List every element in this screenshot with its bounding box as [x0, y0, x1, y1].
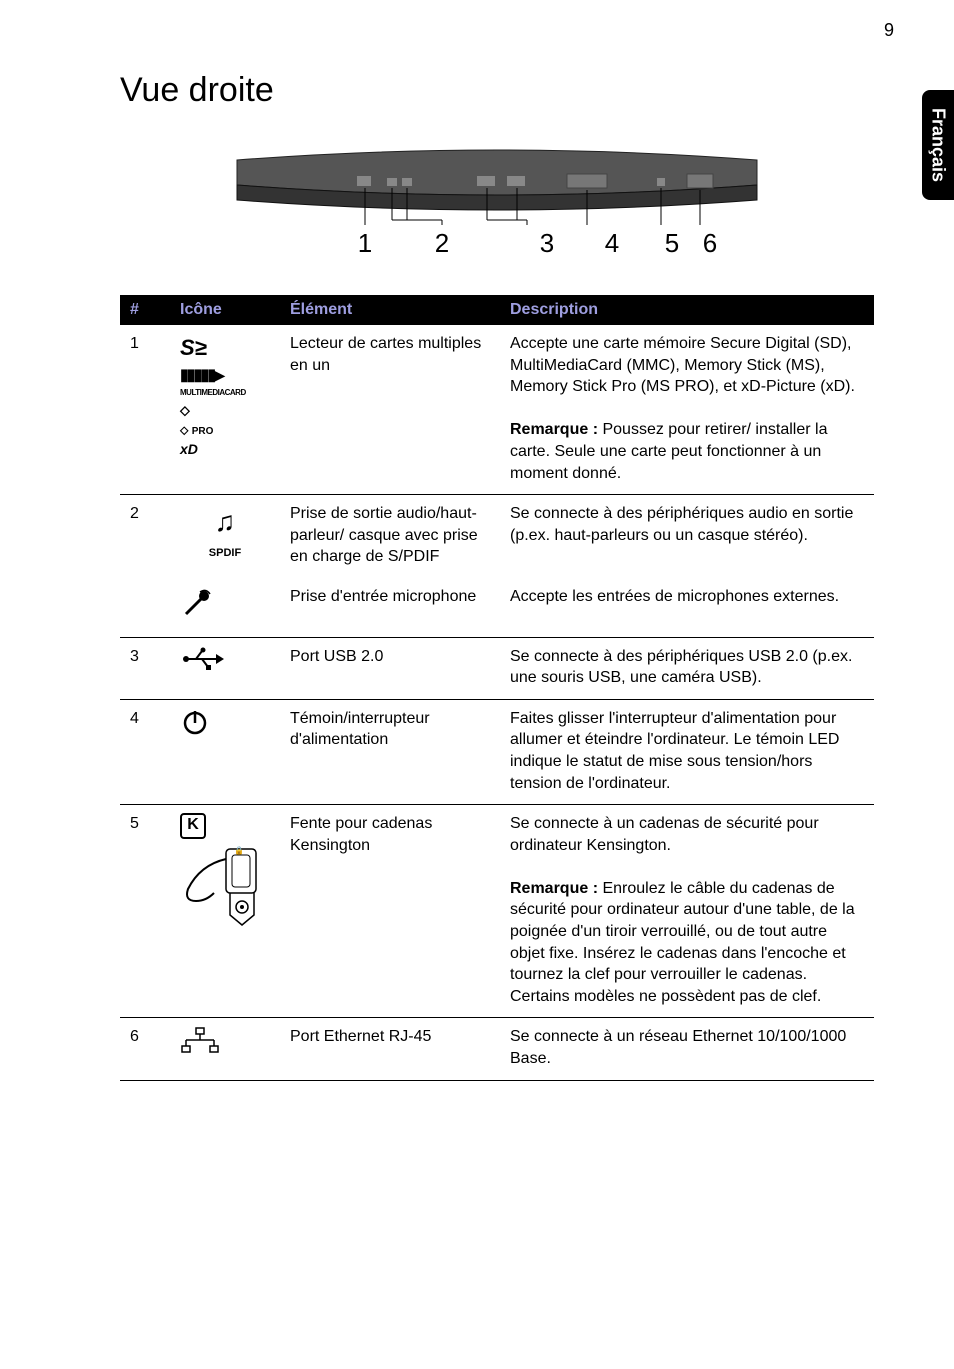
row-element: Port Ethernet RJ-45 — [280, 1018, 500, 1080]
ms-icon: ⬦ — [180, 401, 190, 420]
row-element: Lecteur de cartes multiples en un — [280, 325, 500, 495]
row-description: Accepte une carte mémoire Secure Digital… — [500, 325, 874, 495]
page-title: Vue droite — [120, 71, 874, 110]
row-description: Faites glisser l'interrupteur d'alimenta… — [500, 699, 874, 804]
header-hash: # — [120, 295, 170, 325]
svg-text:5: 5 — [665, 228, 679, 258]
table-row: 1 S≥ ▮▮▮▮▮▶ MULTIMEDIACARD ⬦ ⬦ PRO xD Le… — [120, 325, 874, 495]
row-number: 2 — [120, 495, 170, 578]
row-description: Se connecte à des périphériques USB 2.0 … — [500, 637, 874, 699]
svg-text:2: 2 — [435, 228, 449, 258]
k-lock-box-icon: K — [180, 813, 206, 839]
mmc-text: MULTIMEDIACARD — [180, 388, 246, 399]
spec-table: # Icône Élément Description 1 S≥ ▮▮▮▮▮▶ … — [120, 295, 874, 1081]
row-element: Témoin/interrupteur d'alimentation — [280, 699, 500, 804]
usb-icon — [170, 637, 280, 699]
header-description: Description — [500, 295, 874, 325]
row-element: Prise d'entrée microphone — [280, 578, 500, 637]
headphone-icon: ♫ — [215, 506, 236, 537]
row-description: Se connecte à un cadenas de sécurité pou… — [500, 805, 874, 1018]
svg-text:4: 4 — [605, 228, 619, 258]
svg-text:1: 1 — [358, 228, 372, 258]
xd-icon: xD — [180, 440, 198, 459]
power-icon — [170, 699, 280, 804]
desc-note-label: Remarque : — [510, 421, 598, 438]
row-element: Prise de sortie audio/haut-parleur/ casq… — [280, 495, 500, 578]
headphone-spdif-icon: ♫ SPDIF — [170, 495, 280, 578]
desc-note-label: Remarque : — [510, 880, 598, 897]
page-number: 9 — [0, 0, 954, 41]
svg-text:3: 3 — [540, 228, 554, 258]
row-number: 3 — [120, 637, 170, 699]
row-description: Se connecte à des périphériques audio en… — [500, 495, 874, 578]
kensington-diagram-icon: 🔒 — [180, 845, 260, 935]
table-row: 3 Port USB 2.0 Se connecte à des périphé… — [120, 637, 874, 699]
row-number: 4 — [120, 699, 170, 804]
table-row: Prise d'entrée microphone Accepte les en… — [120, 578, 874, 637]
row-number: 5 — [120, 805, 170, 1018]
row-number: 6 — [120, 1018, 170, 1080]
table-row: 5 K 🔒 Fente — [120, 805, 874, 1018]
row-number: 1 — [120, 325, 170, 495]
laptop-figure: 1 2 3 4 5 6 — [120, 130, 874, 265]
spdif-label: SPDIF — [209, 547, 241, 559]
svg-text:🔒: 🔒 — [234, 846, 244, 855]
row-description: Accepte les entrées de microphones exter… — [500, 578, 874, 637]
row-number — [120, 578, 170, 637]
laptop-side-view-icon: 1 2 3 4 5 6 — [217, 130, 777, 260]
mmc-bars-icon: ▮▮▮▮▮▶ — [180, 365, 223, 387]
card-reader-icon: S≥ ▮▮▮▮▮▶ MULTIMEDIACARD ⬦ ⬦ PRO xD — [170, 325, 280, 495]
sd-icon: S≥ — [180, 333, 207, 363]
kensington-lock-icon: K 🔒 — [170, 805, 280, 1018]
row-element: Port USB 2.0 — [280, 637, 500, 699]
row-description: Se connecte à un réseau Ethernet 10/100/… — [500, 1018, 874, 1080]
ethernet-icon — [170, 1018, 280, 1080]
header-icon: Icône — [170, 295, 280, 325]
svg-text:6: 6 — [703, 228, 717, 258]
row-element: Fente pour cadenas Kensington — [280, 805, 500, 1018]
language-tab: Français — [922, 90, 954, 200]
desc-text: Se connecte à un cadenas de sécurité pou… — [510, 815, 819, 854]
desc-note-text: Enroulez le câble du cadenas de sécurité… — [510, 880, 855, 1005]
table-row: 6 Port Ethernet RJ-45 Se connecte à un r… — [120, 1018, 874, 1080]
desc-text: Accepte une carte mémoire Secure Digital… — [510, 335, 855, 395]
microphone-icon — [170, 578, 280, 637]
table-row: 2 ♫ SPDIF Prise de sortie audio/haut-par… — [120, 495, 874, 578]
table-row: 4 Témoin/interrupteur d'alimentation Fai… — [120, 699, 874, 804]
header-element: Élément — [280, 295, 500, 325]
page-content: Vue droite — [0, 41, 954, 1121]
mspro-icon: ⬦ PRO — [180, 422, 213, 439]
